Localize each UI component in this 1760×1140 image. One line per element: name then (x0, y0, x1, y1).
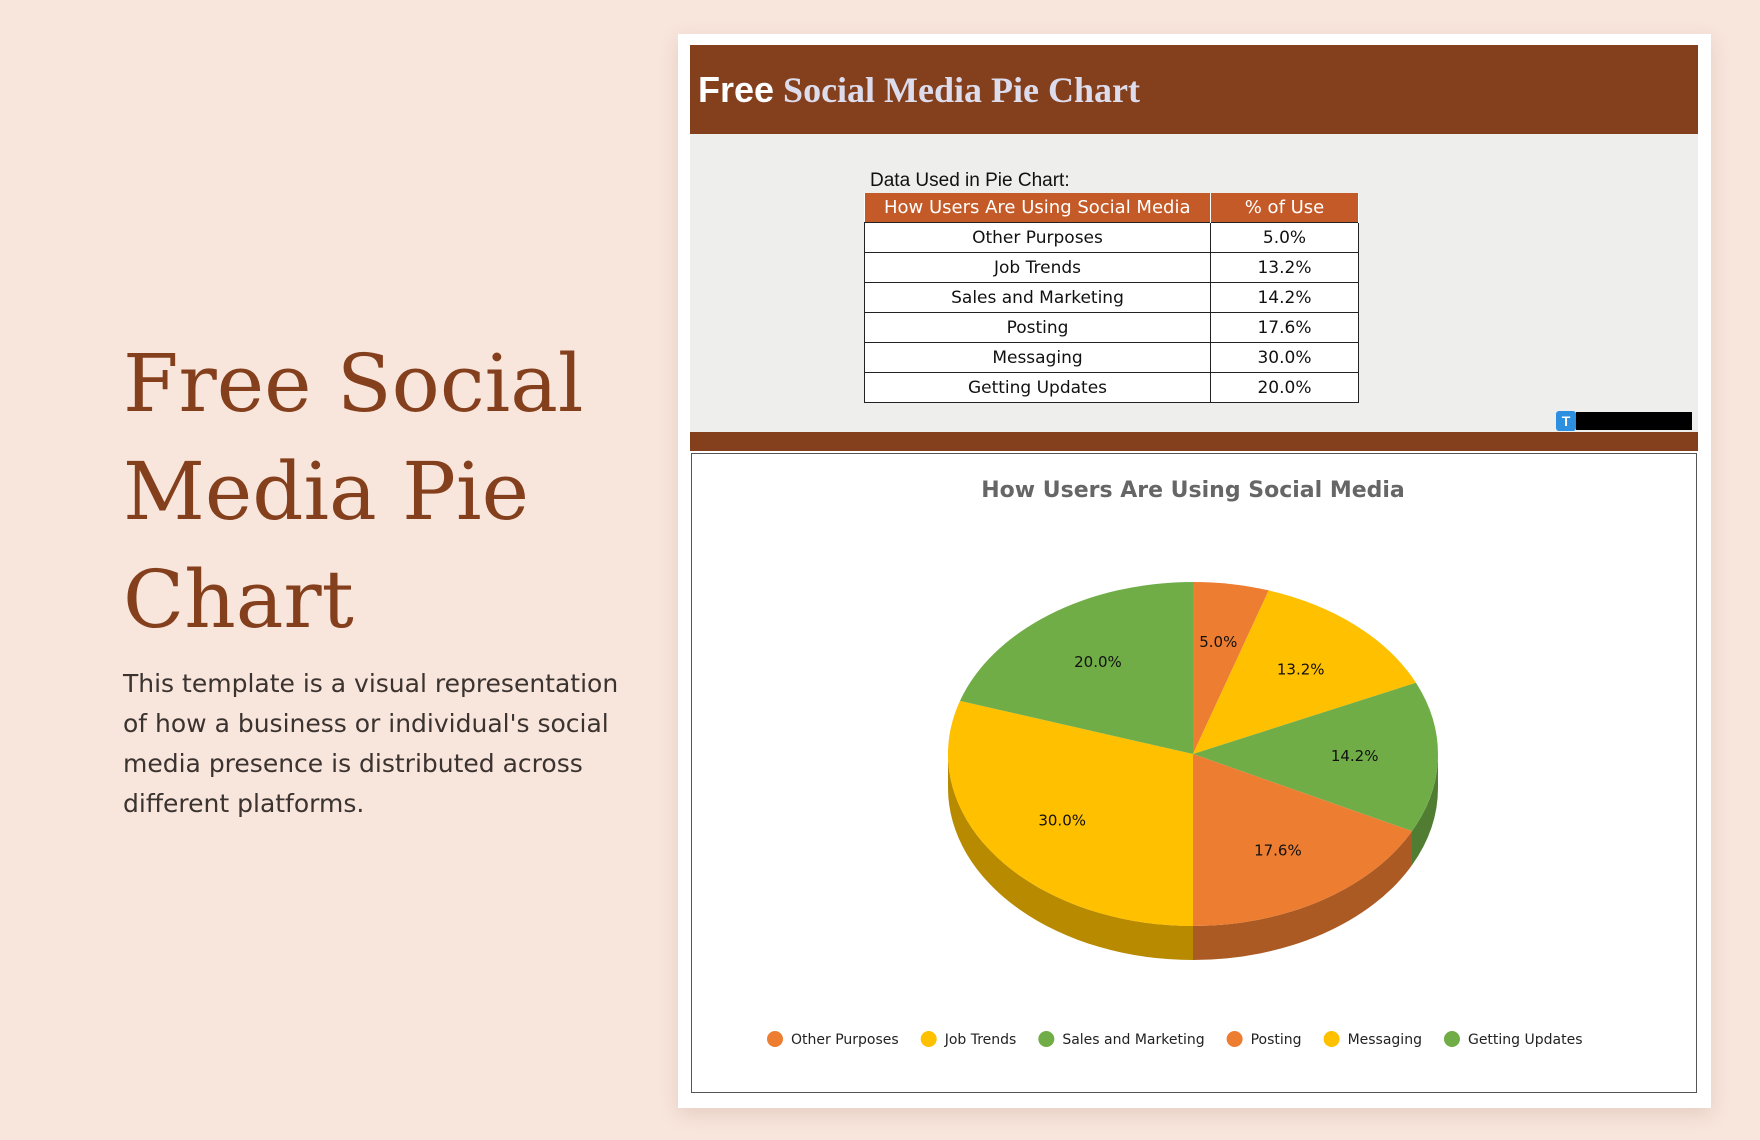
legend-marker (767, 1031, 783, 1047)
table-row: Other Purposes 5.0% (864, 222, 1359, 253)
data-table: How Users Are Using Social Media % of Us… (864, 193, 1359, 403)
page-title: Free Social Media Pie Chart (123, 337, 584, 646)
legend-label: Messaging (1348, 1032, 1422, 1048)
legend-marker (1443, 1031, 1460, 1047)
pie-chart: How Users Are Using Social Media 5.0% 13.… (691, 453, 1697, 1093)
spreadsheet-preview: Free Social Media Pie Chart Data Used in… (678, 34, 1711, 1108)
legend-label: Job Trends (944, 1032, 1017, 1048)
pie-data-label: 13.2% (1277, 660, 1325, 678)
pie-slice-4 (947, 700, 1193, 926)
pie-data-label: 14.2% (1331, 747, 1379, 765)
logo-bar (1576, 412, 1692, 430)
data-caption: Data Used in Pie Chart: (870, 170, 1070, 191)
table-cell-percent: 13.2% (1210, 252, 1359, 283)
template-logo-icon: T (1556, 411, 1576, 431)
pie-data-label: 20.0% (1074, 653, 1122, 671)
pie-side-4 (948, 754, 1193, 960)
sheet-title-free: Free (698, 69, 775, 110)
table-row: Posting 17.6% (864, 312, 1359, 343)
pie-data-label: 17.6% (1254, 842, 1302, 860)
legend-label: Getting Updates (1468, 1032, 1583, 1048)
data-section: Data Used in Pie Chart: How Users Are Us… (690, 134, 1698, 432)
table-row: Messaging 30.0% (864, 342, 1359, 373)
table-cell-category: Posting (864, 312, 1211, 343)
section-divider (690, 432, 1698, 451)
table-cell-category: Job Trends (864, 252, 1211, 283)
sheet-banner: Free Social Media Pie Chart (690, 45, 1698, 134)
table-cell-percent: 30.0% (1210, 342, 1359, 373)
table-cell-percent: 14.2% (1210, 282, 1359, 313)
table-cell-category: Getting Updates (864, 372, 1211, 403)
table-cell-percent: 20.0% (1210, 372, 1359, 403)
table-cell-category: Sales and Marketing (864, 282, 1211, 313)
legend-marker (1038, 1031, 1055, 1047)
pie-slice-5 (959, 582, 1193, 754)
legend-label: Other Purposes (791, 1032, 899, 1048)
pie-slice-1 (1193, 590, 1416, 754)
table-row: Job Trends 13.2% (864, 252, 1359, 283)
table-cell-category: Other Purposes (864, 222, 1211, 253)
pie-side-2 (1411, 754, 1438, 866)
pie-slice-3 (1193, 754, 1412, 926)
legend-label: Sales and Marketing (1062, 1032, 1204, 1048)
chart-title: How Users Are Using Social Media (981, 478, 1405, 503)
pie-chart-svg: How Users Are Using Social Media 5.0% 13.… (767, 478, 1583, 1048)
table-header-percent: % of Use (1210, 193, 1359, 223)
table-row: Getting Updates 20.0% (864, 372, 1359, 403)
chart-legend: Other Purposes Job Trends Sales and Market… (767, 1031, 1583, 1048)
page-description: This template is a visual representation… (123, 669, 619, 818)
legend-marker (1323, 1031, 1340, 1047)
sheet-title: Free Social Media Pie Chart (698, 69, 1140, 111)
pie-slices (947, 582, 1438, 926)
sheet-title-rest: Social Media Pie Chart (783, 70, 1140, 110)
table-header-category: How Users Are Using Social Media (864, 193, 1211, 223)
pie-slice-2 (1193, 682, 1438, 832)
pie-labels: 5.0% 13.2% 14.2% 17.6% 30.0% 20.0% (1038, 633, 1378, 860)
table-cell-category: Messaging (864, 342, 1211, 373)
table-header-row: How Users Are Using Social Media % of Us… (864, 193, 1359, 223)
pie-data-label: 30.0% (1038, 812, 1086, 830)
pie-depth (948, 754, 1438, 960)
legend-marker (920, 1031, 937, 1047)
legend-label: Posting (1251, 1032, 1302, 1048)
table-cell-percent: 5.0% (1210, 222, 1359, 253)
pie-data-label: 5.0% (1199, 633, 1237, 651)
pie-side-3 (1193, 831, 1412, 960)
table-cell-percent: 17.6% (1210, 312, 1359, 343)
pie-slice-0 (1193, 582, 1269, 754)
table-row: Sales and Marketing 14.2% (864, 282, 1359, 313)
legend-marker (1226, 1031, 1243, 1047)
